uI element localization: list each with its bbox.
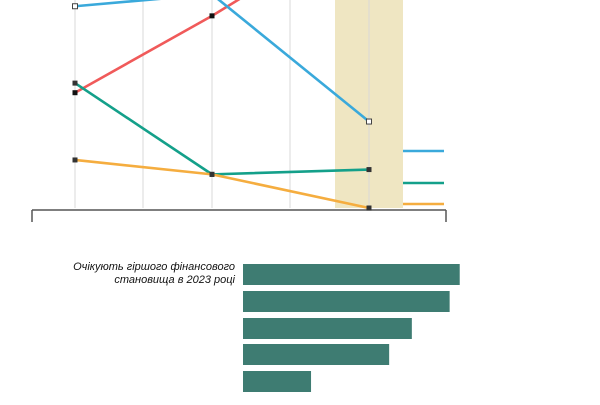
- series-1-marker-2: [366, 118, 372, 125]
- series-line-0: [74, 0, 241, 94]
- series-0-marker-1: [209, 13, 215, 19]
- series-3-marker-0: [72, 157, 78, 163]
- series-3-marker-1: [209, 171, 215, 177]
- series-0-marker-0: [72, 90, 78, 96]
- bar-1: [243, 291, 450, 312]
- bar-0: [243, 264, 460, 285]
- series-line-3: [74, 158, 370, 210]
- bar-category-label-0: Очікують гіршого фінансового становища в …: [73, 261, 235, 286]
- bar-category-label-0-line-1: становища в 2023 році: [114, 274, 235, 286]
- series-line-1: [74, 0, 370, 123]
- series-2-marker-2: [366, 167, 372, 173]
- series-2-marker-0: [72, 80, 78, 86]
- bar-3: [243, 344, 390, 365]
- bar-2: [243, 318, 412, 339]
- series-3-marker-2: [366, 205, 372, 211]
- bar-category-label-0-line-0: Очікують гіршого фінансового: [73, 261, 235, 273]
- series-1-marker-0: [72, 3, 78, 10]
- bar-4: [243, 371, 312, 392]
- series-line-2: [74, 82, 370, 176]
